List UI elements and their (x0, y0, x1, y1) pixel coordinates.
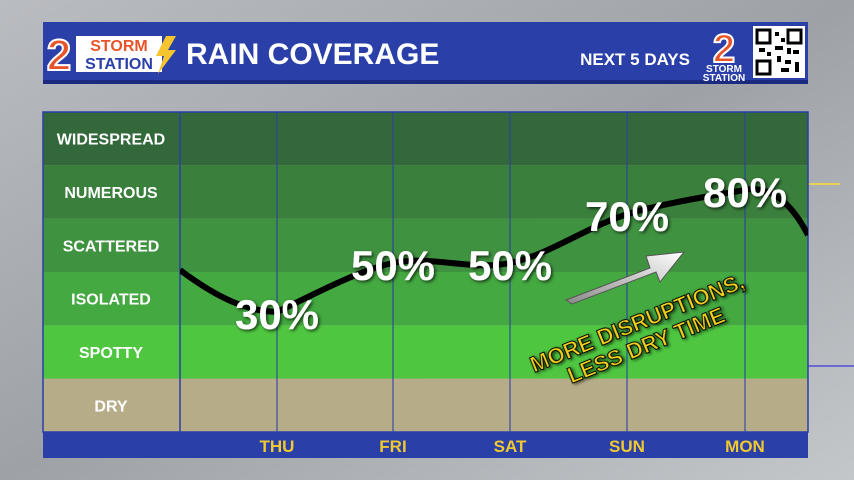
x-axis-bar (43, 432, 808, 458)
logo-number: 2 (713, 27, 735, 71)
x-tick-label: MON (725, 437, 765, 456)
y-band-label: WIDESPREAD (57, 132, 165, 149)
qr-code (753, 26, 805, 78)
y-band-label: DRY (94, 398, 128, 415)
x-tick-label: SUN (609, 437, 645, 456)
lead-out (744, 186, 808, 237)
logo-text: STATION (703, 73, 745, 84)
band (43, 378, 808, 432)
x-tick-label: FRI (379, 437, 406, 456)
y-band-label: SPOTTY (79, 345, 143, 362)
band (43, 272, 808, 326)
y-band-label: NUMEROUS (64, 185, 158, 202)
band (43, 325, 808, 379)
value-label: 50% (468, 242, 552, 289)
logo-small: 2 STORM STATION (703, 26, 745, 84)
value-label: 70% (585, 193, 669, 240)
logo-text: STATION (85, 56, 153, 73)
qr-pattern (759, 32, 799, 72)
logo-bolt (156, 36, 176, 74)
logo: 2 STORM STATION (46, 30, 176, 81)
arrow (564, 251, 686, 305)
logo-box (76, 36, 162, 54)
band (43, 165, 808, 219)
value-label: 50% (351, 242, 435, 289)
qr-finder (786, 28, 803, 45)
x-tick-label: THU (260, 437, 295, 456)
value-label: 80% (703, 169, 787, 216)
title: RAIN COVERAGE (186, 38, 439, 71)
lead-in (180, 267, 278, 315)
value-label: 30% (235, 291, 319, 338)
x-tick-label: SAT (494, 437, 527, 456)
band (43, 112, 808, 166)
line (275, 186, 746, 315)
logo-text: STORM (706, 64, 742, 75)
subtitle: NEXT 5 DAYS (580, 50, 690, 69)
header-edge (43, 80, 808, 84)
qr-finder (755, 59, 772, 76)
logo-text: STORM (90, 38, 147, 55)
logo-box (76, 54, 162, 72)
qr-finder (755, 28, 772, 45)
logo-number: 2 (47, 31, 71, 80)
y-band-label: SCATTERED (63, 238, 160, 255)
y-band-label: ISOLATED (71, 292, 151, 309)
